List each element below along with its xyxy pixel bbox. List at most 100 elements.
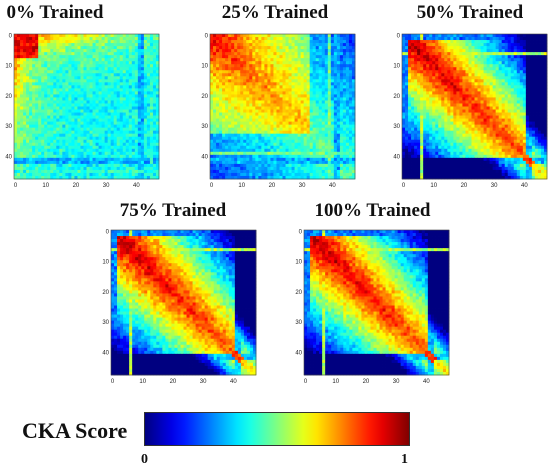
heatmap-cell	[273, 61, 277, 65]
heatmap-cell	[17, 85, 21, 89]
heatmap-cell	[477, 37, 481, 41]
heatmap-cell	[279, 82, 283, 86]
heatmap-cell	[273, 139, 277, 144]
heatmap-cell	[71, 148, 75, 153]
heatmap-cell	[342, 34, 347, 38]
heatmap-cell	[279, 76, 283, 80]
heatmap-cell	[143, 142, 148, 147]
heatmap-cell	[213, 121, 217, 126]
heatmap-cell	[107, 70, 112, 74]
heatmap-cell	[528, 52, 533, 56]
heatmap-cell	[225, 142, 229, 147]
heatmap-cell	[213, 43, 217, 47]
heatmap-cell	[38, 34, 42, 38]
heatmap-cell	[149, 46, 154, 50]
heatmap-cell	[231, 112, 235, 116]
heatmap-cell	[297, 172, 302, 177]
heatmap-cell	[98, 55, 102, 59]
heatmap-cell	[80, 124, 84, 129]
heatmap-cell	[300, 157, 305, 162]
heatmap-cell	[29, 169, 33, 174]
heatmap-cell	[327, 175, 332, 180]
heatmap-cell	[89, 109, 93, 113]
heatmap-cell	[50, 136, 54, 141]
heatmap-cell	[89, 70, 93, 74]
heatmap-cell	[444, 37, 448, 41]
heatmap-cell	[342, 175, 347, 180]
heatmap-cell	[243, 127, 247, 132]
heatmap-cell	[537, 46, 542, 50]
heatmap-cell	[56, 43, 60, 47]
heatmap-cell	[345, 121, 350, 126]
heatmap-cell	[288, 151, 292, 156]
heatmap-cell	[258, 118, 262, 122]
heatmap-cell	[303, 118, 308, 122]
heatmap-cell	[285, 121, 289, 126]
heatmap-cell	[291, 157, 295, 162]
heatmap-cell	[125, 88, 130, 92]
heatmap-cell	[276, 85, 280, 89]
heatmap-cell	[68, 91, 72, 95]
heatmap-cell	[309, 139, 314, 144]
heatmap-cell	[101, 49, 106, 53]
heatmap-cell	[119, 145, 124, 150]
heatmap-cell	[222, 103, 226, 107]
heatmap-cell	[44, 94, 48, 98]
heatmap-cell	[240, 124, 244, 129]
heatmap-cell	[38, 124, 42, 129]
heatmap-cell	[420, 46, 424, 50]
heatmap-cell	[41, 115, 45, 119]
heatmap-cell	[348, 85, 353, 89]
heatmap-cell	[23, 139, 27, 144]
heatmap-cell	[273, 166, 277, 171]
panel-title-100: 100% Trained	[314, 200, 431, 221]
heatmap-cell	[351, 145, 356, 150]
heatmap-cell	[294, 115, 298, 119]
heatmap-cell	[140, 124, 145, 129]
heatmap-cell	[125, 58, 130, 62]
heatmap-cell	[74, 76, 78, 80]
heatmap-cell	[351, 64, 356, 68]
heatmap-cell	[20, 49, 24, 53]
heatmap-cell	[152, 124, 157, 129]
heatmap-cell	[92, 91, 96, 95]
heatmap-cell	[14, 124, 18, 129]
heatmap-cell	[101, 145, 106, 150]
heatmap-cell	[110, 145, 115, 150]
heatmap-cell	[276, 115, 280, 119]
heatmap-cell	[318, 70, 323, 74]
heatmap-cell	[213, 55, 217, 59]
heatmap-cell	[279, 145, 283, 150]
heatmap-cell	[95, 34, 99, 38]
heatmap-cell	[125, 172, 130, 177]
heatmap-cell	[152, 73, 157, 77]
heatmap-cell	[255, 121, 259, 126]
heatmap-cell	[240, 103, 244, 107]
heatmap-cell	[282, 64, 286, 68]
heatmap-cell	[276, 112, 280, 116]
heatmap-cell	[300, 142, 305, 147]
heatmap-cell	[276, 109, 280, 113]
heatmap-cell	[330, 142, 335, 147]
heatmap-cell	[50, 157, 54, 162]
heatmap-cell	[288, 100, 292, 104]
heatmap-cell	[53, 103, 57, 107]
heatmap-cell	[228, 82, 232, 86]
heatmap-cell	[321, 115, 326, 119]
heatmap-cell	[137, 79, 142, 83]
heatmap-cell	[225, 76, 229, 80]
heatmap-cell	[339, 100, 344, 104]
heatmap-cell	[32, 52, 36, 56]
heatmap-cell	[116, 88, 121, 92]
heatmap-cell	[240, 55, 244, 59]
heatmap-cell	[531, 46, 536, 50]
heatmap-cell	[327, 103, 332, 107]
heatmap-cell	[74, 52, 78, 56]
heatmap-cell	[300, 34, 305, 38]
heatmap-cell	[351, 139, 356, 144]
heatmap-cell	[146, 67, 151, 71]
heatmap-cell	[107, 88, 112, 92]
heatmap-cell	[312, 115, 317, 119]
heatmap-cell	[285, 145, 289, 150]
heatmap-cell	[231, 169, 235, 174]
